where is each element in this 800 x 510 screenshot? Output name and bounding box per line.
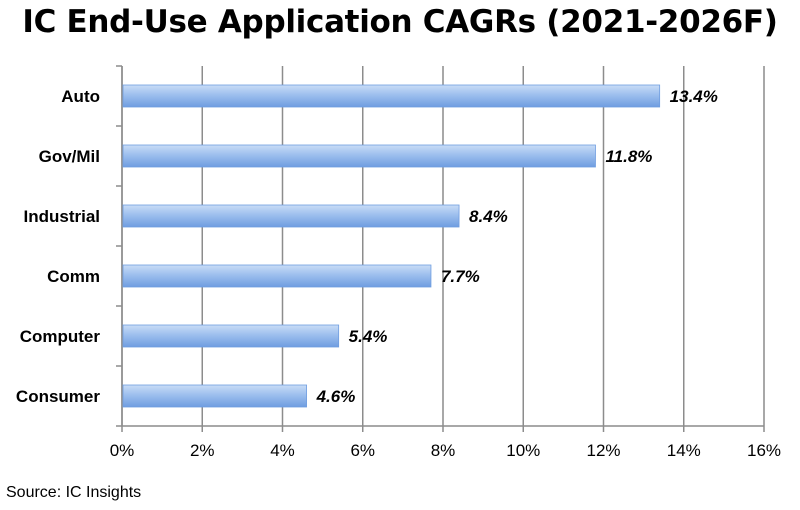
labels: 0% 2% 4% 6% 8% 10% 12% 14% 16% Auto 13.4% Gov/Mil 11… (16, 87, 781, 460)
bar (122, 264, 432, 288)
category-label: Consumer (16, 387, 100, 406)
x-tick-label: 6% (350, 441, 375, 460)
value-label: 5.4% (349, 327, 388, 346)
bar (122, 84, 661, 108)
x-tick-label: 10% (506, 441, 540, 460)
chart-title: IC End-Use Application CAGRs (2021-2026F… (22, 4, 778, 40)
category-label: Computer (20, 327, 101, 346)
x-tick-label: 8% (431, 441, 456, 460)
x-tick-label: 2% (190, 441, 215, 460)
x-tick-label: 4% (270, 441, 295, 460)
category-label: Comm (47, 267, 100, 286)
bars (122, 84, 661, 408)
category-label: Industrial (23, 207, 100, 226)
value-label: 4.6% (316, 387, 356, 406)
category-label: Auto (61, 87, 100, 106)
value-label: 7.7% (441, 267, 480, 286)
value-label: 8.4% (469, 207, 508, 226)
bar (122, 384, 307, 408)
source-note: Source: IC Insights (6, 484, 142, 501)
bar (122, 144, 596, 168)
x-tick-label: 0% (110, 441, 135, 460)
x-tick-label: 16% (747, 441, 781, 460)
bar (122, 324, 340, 348)
value-label: 11.8% (605, 147, 652, 166)
value-label: 13.4% (670, 87, 718, 106)
x-tick-label: 14% (667, 441, 701, 460)
x-tick-label: 12% (586, 441, 620, 460)
category-label: Gov/Mil (39, 147, 100, 166)
bar (122, 204, 460, 228)
gridlines (116, 65, 765, 432)
